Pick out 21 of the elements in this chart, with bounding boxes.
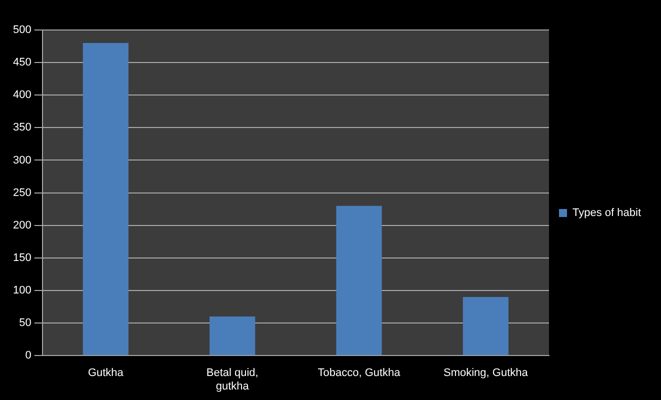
category-label: Betal quid, <box>206 367 258 380</box>
x-tick-label: Gutkha <box>88 367 124 380</box>
y-tick-label: 450 <box>12 56 32 69</box>
y-tick-label: 50 <box>19 317 32 330</box>
bar <box>336 206 382 356</box>
legend-label: Types of habit <box>572 207 642 220</box>
y-tick-label: 150 <box>12 252 32 264</box>
bar <box>82 43 128 356</box>
y-tick-label: 100 <box>12 284 32 297</box>
bar <box>462 296 508 356</box>
x-tick-label: Tobacco, Gutkha <box>318 367 402 380</box>
bar <box>210 316 256 356</box>
y-tick-label: 200 <box>12 219 32 232</box>
y-tick-label: 0 <box>25 350 32 362</box>
y-tick-label: 300 <box>12 154 32 166</box>
x-tick-label: Smoking, Gutkha <box>443 367 529 380</box>
y-tick-label: 400 <box>12 89 32 102</box>
category-label: gutkha <box>216 380 249 392</box>
y-tick-label: 500 <box>12 24 32 36</box>
y-tick-label: 350 <box>12 122 32 134</box>
y-tick-label: 250 <box>12 186 32 199</box>
